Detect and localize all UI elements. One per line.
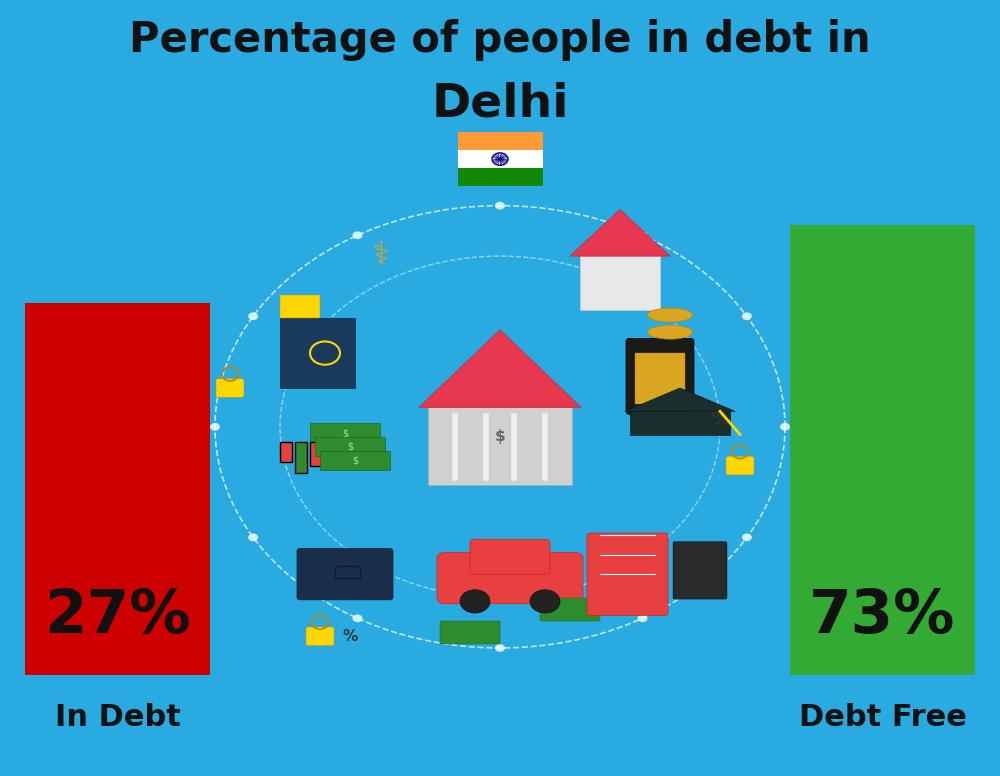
FancyBboxPatch shape	[310, 423, 380, 442]
FancyBboxPatch shape	[295, 442, 307, 473]
FancyBboxPatch shape	[437, 553, 583, 604]
FancyBboxPatch shape	[587, 533, 668, 615]
Ellipse shape	[648, 325, 692, 339]
Text: 27%: 27%	[44, 587, 191, 646]
Circle shape	[495, 644, 505, 652]
FancyBboxPatch shape	[790, 225, 975, 675]
Polygon shape	[630, 411, 730, 435]
Polygon shape	[419, 330, 581, 407]
FancyBboxPatch shape	[280, 295, 320, 318]
Text: $: $	[495, 429, 505, 444]
Circle shape	[352, 615, 362, 622]
FancyBboxPatch shape	[320, 451, 390, 470]
Text: 73%: 73%	[809, 587, 956, 646]
Text: %: %	[342, 629, 358, 644]
FancyBboxPatch shape	[458, 150, 542, 168]
FancyBboxPatch shape	[635, 353, 685, 404]
FancyBboxPatch shape	[452, 413, 458, 481]
FancyBboxPatch shape	[542, 413, 548, 481]
Text: $: $	[352, 456, 358, 466]
FancyBboxPatch shape	[306, 627, 334, 646]
FancyBboxPatch shape	[673, 542, 727, 599]
Text: Debt Free: Debt Free	[799, 703, 966, 733]
FancyBboxPatch shape	[315, 437, 385, 456]
FancyBboxPatch shape	[626, 338, 694, 414]
Ellipse shape	[648, 308, 692, 322]
Circle shape	[248, 533, 258, 541]
Circle shape	[248, 312, 258, 320]
FancyBboxPatch shape	[310, 442, 322, 466]
Circle shape	[638, 231, 648, 239]
Polygon shape	[570, 210, 670, 256]
Text: %: %	[710, 410, 730, 428]
Ellipse shape	[648, 342, 692, 356]
Circle shape	[460, 590, 490, 613]
FancyBboxPatch shape	[540, 598, 600, 621]
FancyBboxPatch shape	[458, 168, 542, 186]
Circle shape	[637, 615, 647, 622]
Circle shape	[495, 202, 505, 210]
Text: $: $	[342, 428, 348, 438]
FancyBboxPatch shape	[440, 621, 500, 644]
FancyBboxPatch shape	[458, 132, 542, 150]
Circle shape	[353, 231, 363, 239]
FancyBboxPatch shape	[280, 318, 355, 388]
FancyBboxPatch shape	[25, 303, 210, 675]
Circle shape	[742, 534, 752, 542]
FancyBboxPatch shape	[726, 456, 754, 475]
FancyBboxPatch shape	[483, 413, 489, 481]
Circle shape	[742, 312, 752, 320]
Text: Percentage of people in debt in: Percentage of people in debt in	[129, 19, 871, 61]
Text: In Debt: In Debt	[55, 703, 180, 733]
FancyBboxPatch shape	[297, 549, 393, 600]
FancyBboxPatch shape	[511, 413, 517, 481]
FancyBboxPatch shape	[216, 379, 244, 397]
Circle shape	[210, 423, 220, 431]
Polygon shape	[428, 407, 572, 485]
Polygon shape	[625, 388, 735, 411]
Circle shape	[530, 590, 560, 613]
FancyBboxPatch shape	[280, 442, 292, 462]
Text: Delhi: Delhi	[431, 81, 569, 126]
Text: ⚕: ⚕	[372, 241, 388, 271]
Circle shape	[780, 423, 790, 431]
FancyBboxPatch shape	[470, 539, 550, 574]
Polygon shape	[580, 256, 660, 310]
Text: $: $	[347, 442, 353, 452]
